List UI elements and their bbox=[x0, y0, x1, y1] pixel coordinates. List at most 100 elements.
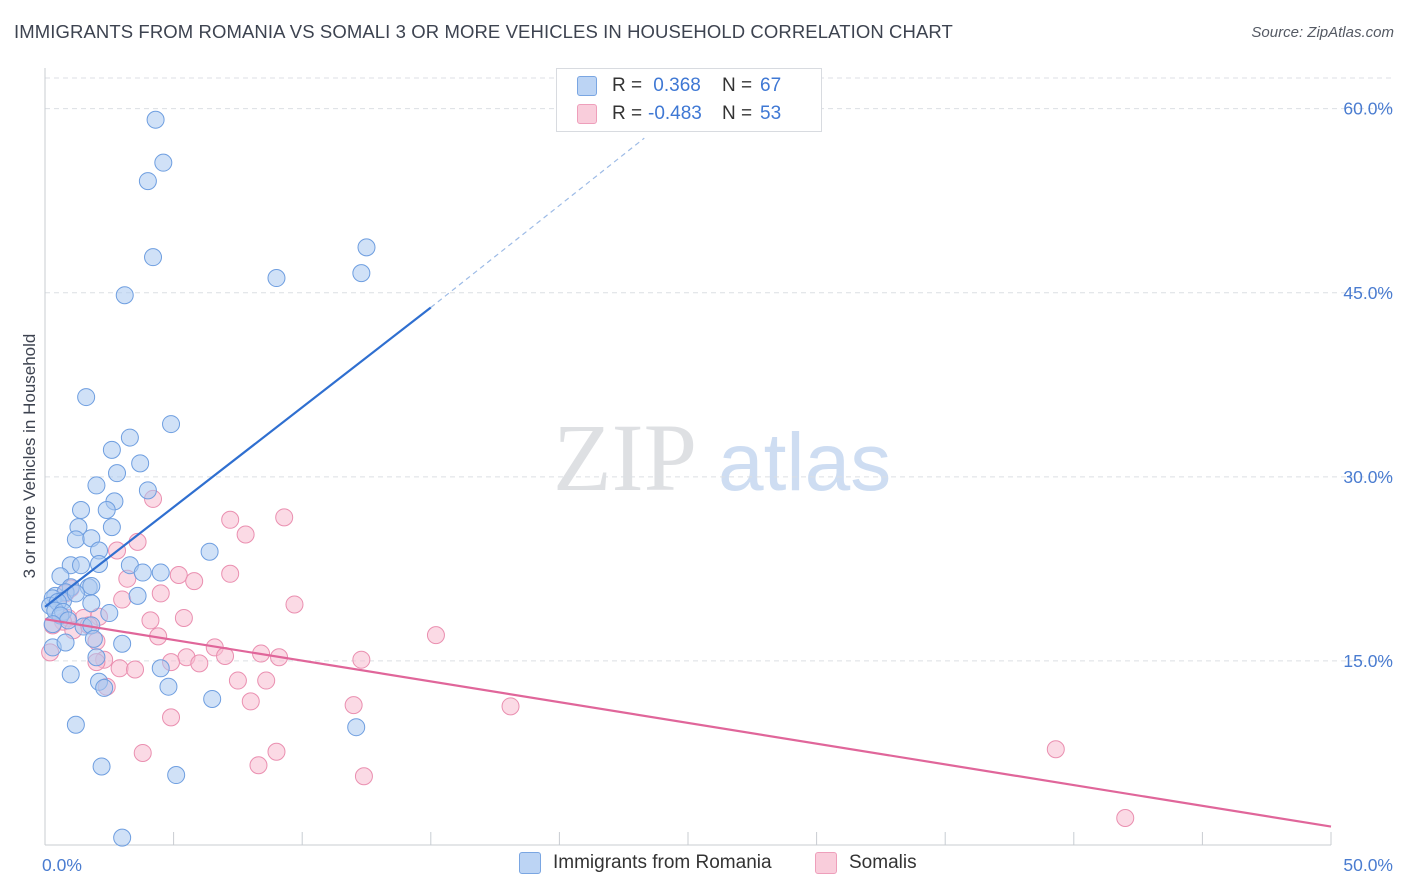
somali-point bbox=[275, 508, 294, 527]
romania-point bbox=[82, 577, 101, 596]
romania-point bbox=[61, 665, 80, 684]
romania-point bbox=[144, 248, 163, 267]
legend-label-somali: Somalis bbox=[849, 852, 917, 873]
series-legend: Immigrants from Romania Somalis bbox=[0, 852, 1406, 878]
chart-title: IMMIGRANTS FROM ROMANIA VS SOMALI 3 OR M… bbox=[14, 21, 953, 42]
romania-point bbox=[87, 476, 106, 495]
somali-point bbox=[354, 767, 373, 786]
romania-point bbox=[159, 677, 178, 696]
romania-point bbox=[133, 563, 152, 582]
somali-point bbox=[426, 626, 445, 645]
somali-point bbox=[267, 742, 286, 761]
y-tick-label: 45.0% bbox=[1343, 283, 1393, 303]
romania-point bbox=[138, 172, 157, 191]
romania-point bbox=[357, 238, 376, 257]
romania-point bbox=[151, 659, 170, 678]
romania-point bbox=[72, 556, 91, 575]
romania-point bbox=[82, 594, 101, 613]
chart-source: Source: ZipAtlas.com bbox=[1251, 24, 1394, 41]
somali-point bbox=[344, 696, 363, 715]
somali-point bbox=[1046, 740, 1065, 759]
somali-point bbox=[174, 608, 193, 627]
romania-point bbox=[92, 757, 111, 776]
romania-point bbox=[87, 648, 106, 667]
trendlines bbox=[44, 137, 1332, 828]
somali-point bbox=[133, 743, 152, 762]
somali-point bbox=[285, 595, 304, 614]
legend-r-value: 0.368 bbox=[648, 75, 701, 96]
y-tick-label: 15.0% bbox=[1343, 651, 1393, 671]
romania-point bbox=[100, 604, 119, 623]
x-tick-label: 50.0% bbox=[1343, 855, 1393, 875]
romania-point bbox=[43, 615, 62, 634]
legend-swatch-somali bbox=[815, 852, 837, 874]
somali-point bbox=[352, 650, 371, 669]
somali-point bbox=[169, 566, 188, 585]
romania-point bbox=[97, 500, 116, 519]
romania-point bbox=[108, 464, 127, 483]
romania-point bbox=[113, 828, 132, 847]
somali-trendline bbox=[44, 618, 1332, 828]
romania-point bbox=[146, 110, 165, 129]
somali-point bbox=[113, 590, 132, 609]
romania-point bbox=[102, 518, 121, 537]
romania-points bbox=[41, 110, 376, 847]
legend-label-romania: Immigrants from Romania bbox=[553, 852, 772, 873]
legend-r-label: R = bbox=[612, 103, 643, 124]
romania-point bbox=[115, 286, 134, 305]
source-prefix: Source: bbox=[1251, 24, 1308, 41]
somali-point bbox=[221, 564, 240, 583]
romania-point bbox=[56, 633, 75, 652]
somali-point bbox=[228, 671, 247, 690]
watermark-atlas: atlas bbox=[718, 417, 891, 508]
legend-swatch-romania bbox=[519, 852, 541, 874]
somali-point bbox=[1116, 809, 1135, 828]
romania-point bbox=[267, 269, 286, 288]
y-axis-label: 3 or more Vehicles in Household bbox=[20, 334, 39, 579]
somali-point bbox=[241, 692, 260, 711]
romania-point bbox=[154, 153, 173, 172]
romania-point bbox=[128, 586, 147, 605]
romania-point bbox=[162, 415, 181, 434]
legend-swatch-romania bbox=[577, 76, 597, 96]
romania-point bbox=[347, 718, 366, 737]
romania-point bbox=[51, 567, 70, 586]
romania-point bbox=[72, 500, 91, 519]
grid bbox=[45, 77, 1393, 662]
romania-point bbox=[102, 440, 121, 459]
somali-points bbox=[41, 489, 1135, 828]
romania-point bbox=[352, 264, 371, 283]
romania-point bbox=[95, 678, 114, 697]
watermark-zip: ZIP bbox=[553, 404, 697, 511]
axes bbox=[44, 68, 1332, 846]
legend-r-label: R = bbox=[612, 75, 643, 96]
romania-point bbox=[203, 689, 222, 708]
legend-n-value: 67 bbox=[760, 75, 782, 96]
romania-trendline-extension bbox=[430, 137, 645, 308]
romania-point bbox=[84, 629, 103, 648]
somali-point bbox=[126, 660, 145, 679]
legend-item-somali[interactable]: Somalis bbox=[815, 852, 917, 874]
romania-point bbox=[131, 454, 150, 473]
watermark: ZIP atlas bbox=[553, 404, 891, 511]
x-tick-label: 0.0% bbox=[42, 855, 82, 875]
somali-point bbox=[249, 756, 268, 775]
somali-point bbox=[185, 572, 204, 591]
romania-point bbox=[59, 611, 78, 630]
somali-point bbox=[110, 659, 129, 678]
legend-row-romania: R = 0.368 N = 67 bbox=[577, 73, 781, 99]
somali-point bbox=[190, 654, 209, 673]
somali-point bbox=[151, 584, 170, 603]
somali-point bbox=[162, 708, 181, 727]
somali-point bbox=[221, 510, 240, 529]
y-tick-label: 60.0% bbox=[1343, 99, 1393, 119]
romania-point bbox=[113, 634, 132, 653]
legend-item-romania[interactable]: Immigrants from Romania bbox=[519, 852, 772, 874]
romania-point bbox=[77, 388, 96, 407]
romania-point bbox=[138, 481, 157, 500]
legend-swatch-somali bbox=[577, 104, 597, 124]
romania-trendline bbox=[44, 306, 432, 608]
somali-point bbox=[257, 671, 276, 690]
romania-point bbox=[200, 542, 219, 561]
